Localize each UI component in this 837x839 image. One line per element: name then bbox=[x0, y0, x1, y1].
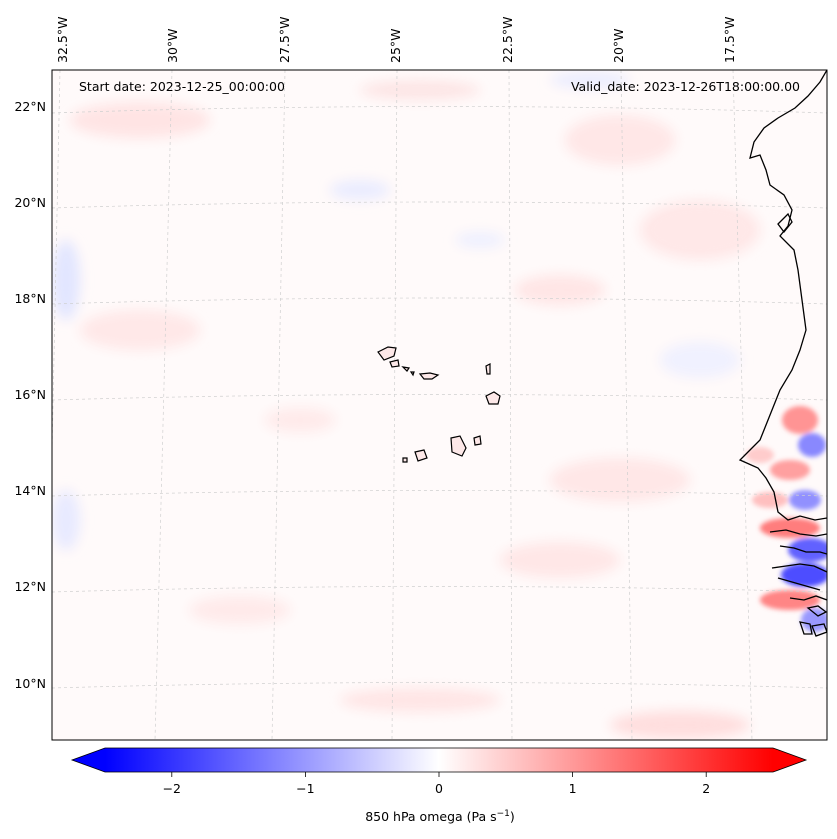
lon-label: 32.5°W bbox=[55, 17, 70, 63]
coastline bbox=[738, 70, 827, 637]
cape-verde-islands bbox=[377, 346, 501, 463]
lat-label: 12°N bbox=[14, 579, 46, 594]
coastal-omega-signal bbox=[746, 406, 827, 632]
lon-label: 25°W bbox=[388, 28, 403, 63]
colorbar-tick-label: −1 bbox=[296, 781, 314, 796]
map-panel bbox=[51, 69, 828, 741]
lat-label: 10°N bbox=[14, 676, 46, 691]
colorbar-max-extension bbox=[773, 748, 806, 772]
latitude-labels: 22°N 20°N 18°N 16°N 14°N 12°N 10°N bbox=[14, 99, 46, 691]
colorbar: −2 −1 0 1 2 850 hPa omega (Pa s−1) bbox=[70, 747, 808, 824]
lat-label: 14°N bbox=[14, 483, 46, 498]
colorbar-min-extension bbox=[72, 748, 105, 772]
colorbar-label: 850 hPa omega (Pa s−1) bbox=[365, 809, 515, 824]
lon-label: 27.5°W bbox=[277, 17, 292, 63]
lon-label: 20°W bbox=[611, 28, 626, 63]
lat-label: 16°N bbox=[14, 387, 46, 402]
lat-label: 18°N bbox=[14, 291, 46, 306]
lat-label: 22°N bbox=[14, 99, 46, 114]
colorbar-gradient bbox=[105, 748, 773, 772]
colorbar-tick-label: 0 bbox=[435, 781, 443, 796]
lon-label: 30°W bbox=[165, 28, 180, 63]
omega-field bbox=[52, 72, 760, 739]
colorbar-ticks: −2 −1 0 1 2 bbox=[163, 772, 710, 796]
colorbar-tick-label: 2 bbox=[702, 781, 710, 796]
valid-date-label: Valid_date: 2023-12-26T18:00:00.00 bbox=[571, 79, 800, 94]
colorbar-tick-label: 1 bbox=[569, 781, 577, 796]
graticule bbox=[52, 70, 827, 740]
lon-label: 22.5°W bbox=[500, 17, 515, 63]
lon-label: 17.5°W bbox=[722, 17, 737, 63]
start-date-label: Start date: 2023-12-25_00:00:00 bbox=[79, 79, 285, 94]
longitude-labels: 32.5°W 30°W 27.5°W 25°W 22.5°W 20°W 17.5… bbox=[55, 17, 737, 63]
colorbar-tick-label: −2 bbox=[163, 781, 181, 796]
lat-label: 20°N bbox=[14, 195, 46, 210]
